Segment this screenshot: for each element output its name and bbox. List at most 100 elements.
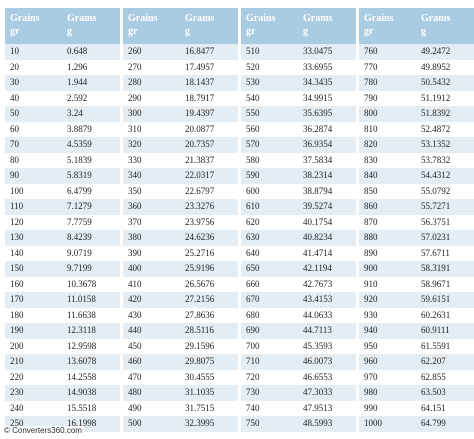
row: 530 34.3435 <box>241 75 356 91</box>
header-text: Grams <box>303 13 333 24</box>
row: 330 21.3837 <box>123 152 238 168</box>
cell: 510 <box>246 46 260 56</box>
row: 940 60.9111 <box>359 323 474 339</box>
cell: 33.0475 <box>303 46 333 56</box>
row: 340 22.0317 <box>123 168 238 184</box>
cell: 400 <box>128 263 142 273</box>
cell: 11.0158 <box>67 294 96 304</box>
cell: 820 <box>364 139 378 149</box>
row: 360 23.3276 <box>123 199 238 215</box>
row: 80 5.1839 <box>5 152 120 168</box>
cell: 50 <box>10 108 19 118</box>
cell: 220 <box>10 371 24 382</box>
header-text: Grams <box>421 13 451 24</box>
table-group: Grains gr Grams g 260 16.8477 270 17.4957 280 18.… <box>123 8 238 432</box>
row: 20 1.296 <box>5 59 120 75</box>
row: 1000 64.799 <box>359 416 474 432</box>
row: 450 29.1596 <box>123 338 238 354</box>
cell: 450 <box>128 340 142 351</box>
cell: 29.1596 <box>185 340 215 351</box>
row: 40 2.592 <box>5 90 120 106</box>
cell: 40.8234 <box>303 232 333 242</box>
row: 420 27.2156 <box>123 292 238 308</box>
cell: 16.8477 <box>185 46 215 56</box>
cell: 10 <box>10 46 19 56</box>
cell: 62.855 <box>421 371 446 382</box>
header-text: g <box>303 26 308 37</box>
row: 130 8.4239 <box>5 230 120 246</box>
row: 440 28.5116 <box>123 323 238 339</box>
row: 980 63.503 <box>359 385 474 401</box>
cell: 4.5359 <box>67 139 92 149</box>
cell: 440 <box>128 325 142 335</box>
cell: 32.3995 <box>185 418 215 428</box>
row: 770 49.8952 <box>359 59 474 75</box>
cell: 35.6395 <box>303 108 333 118</box>
cell: 560 <box>246 123 260 134</box>
header: Grains gr Grams g <box>123 8 238 44</box>
cell: 830 <box>364 154 378 165</box>
cell: 230 <box>10 387 24 397</box>
cell: 540 <box>246 92 260 103</box>
cell: 7.7759 <box>67 216 92 227</box>
cell: 790 <box>364 92 378 103</box>
cell: 190 <box>10 325 24 335</box>
row: 150 9.7199 <box>5 261 120 277</box>
cell: 5.8319 <box>67 170 92 180</box>
cell: 120 <box>10 216 24 227</box>
row: 70 4.5359 <box>5 137 120 153</box>
cell: 640 <box>246 247 260 258</box>
row: 290 18.7917 <box>123 90 238 106</box>
cell: 910 <box>364 278 378 289</box>
cell: 310 <box>128 123 142 134</box>
row: 750 48.5993 <box>241 416 356 432</box>
row: 780 50.5432 <box>359 75 474 91</box>
cell: 160 <box>10 278 24 289</box>
row: 840 54.4312 <box>359 168 474 184</box>
cell: 33.6955 <box>303 61 333 72</box>
header-text: g <box>67 26 72 37</box>
cell: 28.5116 <box>185 325 214 335</box>
cell: 42.7673 <box>303 278 333 289</box>
row: 640 41.4714 <box>241 245 356 261</box>
cell: 600 <box>246 185 260 196</box>
cell: 45.3593 <box>303 340 333 351</box>
cell: 1000 <box>364 418 382 428</box>
row: 700 45.3593 <box>241 338 356 354</box>
row: 610 39.5274 <box>241 199 356 215</box>
cell: 1.296 <box>67 61 88 72</box>
cell: 870 <box>364 216 378 227</box>
cell: 24.6236 <box>185 232 215 242</box>
row: 500 32.3995 <box>123 416 238 432</box>
header-text: Grains <box>364 13 394 24</box>
cell: 240 <box>10 402 24 413</box>
cell: 80 <box>10 154 19 165</box>
cell: 140 <box>10 247 24 258</box>
row: 230 14.9038 <box>5 385 120 401</box>
cell: 36.2874 <box>303 123 333 134</box>
cell: 44.7113 <box>303 325 332 335</box>
cell: 2.592 <box>67 92 88 103</box>
cell: 720 <box>246 371 260 382</box>
row: 370 23.9756 <box>123 214 238 230</box>
cell: 100 <box>10 185 24 196</box>
cell: 330 <box>128 154 142 165</box>
row: 140 9.0719 <box>5 245 120 261</box>
cell: 650 <box>246 263 260 273</box>
cell: 14.9038 <box>67 387 97 397</box>
cell: 180 <box>10 309 24 320</box>
cell: 37.5834 <box>303 154 333 165</box>
cell: 890 <box>364 247 378 258</box>
row: 790 51.1912 <box>359 90 474 106</box>
cell: 370 <box>128 216 142 227</box>
cell: 17.4957 <box>185 61 215 72</box>
cell: 22.0317 <box>185 170 215 180</box>
cell: 90 <box>10 170 19 180</box>
cell: 840 <box>364 170 378 180</box>
row: 690 44.7113 <box>241 323 356 339</box>
row: 380 24.6236 <box>123 230 238 246</box>
cell: 46.0073 <box>303 356 333 366</box>
row: 350 22.6797 <box>123 183 238 199</box>
cell: 680 <box>246 309 260 320</box>
cell: 300 <box>128 108 142 118</box>
